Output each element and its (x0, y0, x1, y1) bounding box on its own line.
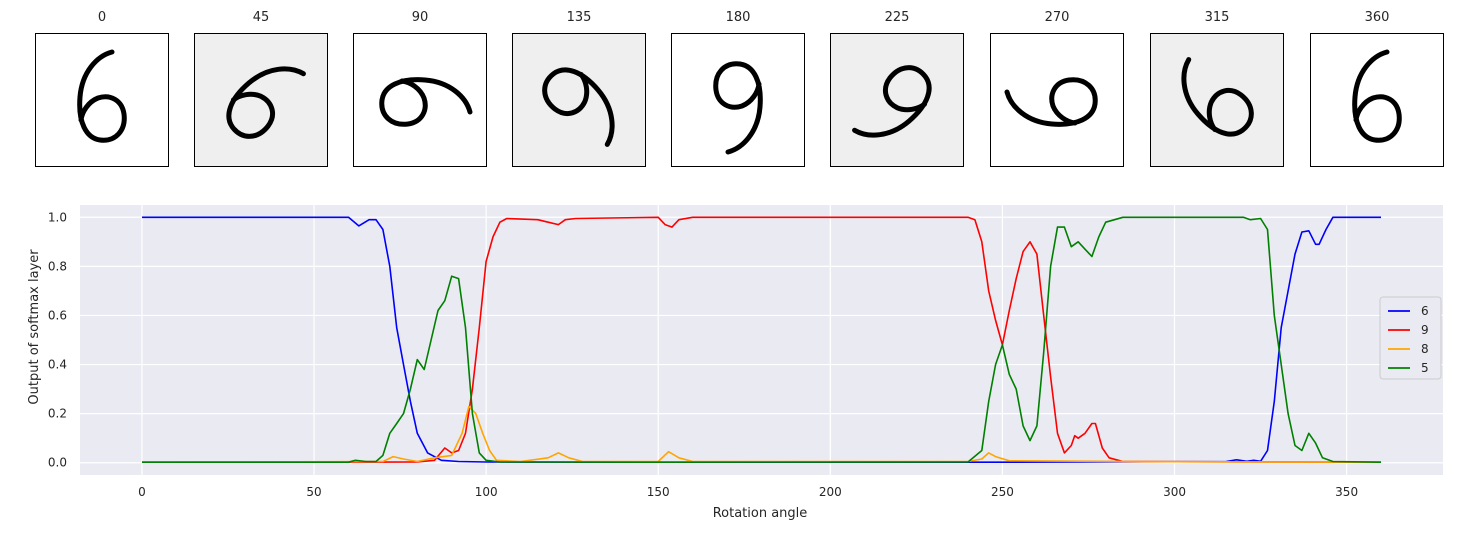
digit-six-drawing (1181, 57, 1254, 137)
digit-six-drawing (852, 65, 932, 138)
thumbnail-angle-label: 45 (252, 10, 270, 25)
digit-six-drawing (77, 49, 127, 143)
digit-six-drawing (226, 66, 306, 139)
digit-thumbnail-strip: 0 45 90 135 180 225 270 315 360 (0, 0, 1468, 175)
digit-image (353, 33, 487, 167)
y-tick-label: 0.4 (48, 358, 67, 372)
x-tick-label: 50 (306, 485, 321, 499)
x-tick-label: 350 (1335, 485, 1358, 499)
digit-thumbnail: 135 (512, 0, 646, 168)
x-tick-label: 250 (991, 485, 1014, 499)
x-tick-labels: 0 50 100 150 200 250 300 350 (138, 485, 1358, 499)
series-line-9 (141, 216, 1382, 463)
x-tick-label: 100 (475, 485, 498, 499)
x-tick-label: 300 (1163, 485, 1186, 499)
legend-label: 9 (1421, 323, 1429, 337)
digit-image (990, 33, 1124, 167)
x-tick-label: 150 (647, 485, 670, 499)
y-tick-label: 0.2 (48, 407, 67, 421)
y-tick-label: 1.0 (48, 210, 67, 224)
digit-thumbnail: 45 (194, 0, 328, 168)
x-tick-label: 0 (138, 485, 146, 499)
y-axis-label: Output of softmax layer (27, 249, 42, 405)
series-line-8 (141, 405, 1382, 463)
legend: 6 9 8 5 (1379, 296, 1442, 380)
thumbnail-angle-label: 90 (411, 10, 429, 25)
thumbnail-angle-label: 315 (1204, 10, 1230, 25)
x-tick-label: 200 (819, 485, 842, 499)
digit-six-drawing (1004, 77, 1098, 127)
series-lines (141, 216, 1382, 463)
legend-label: 5 (1421, 361, 1429, 375)
digit-image (671, 33, 805, 167)
digit-six-drawing (713, 61, 763, 155)
digit-six-drawing (1352, 49, 1402, 143)
digit-thumbnail: 360 (1310, 0, 1444, 168)
thumbnail-angle-label: 360 (1364, 10, 1390, 25)
digit-image (512, 33, 646, 167)
y-tick-label: 0.0 (48, 456, 67, 470)
digit-thumbnail: 180 (671, 0, 805, 168)
digit-image (1150, 33, 1284, 167)
plot-area (80, 205, 1443, 475)
y-tick-labels: 0.0 0.2 0.4 0.6 0.8 1.0 (48, 210, 67, 469)
digit-thumbnail: 315 (1150, 0, 1284, 168)
x-axis-label: Rotation angle (713, 506, 808, 521)
legend-label: 8 (1421, 342, 1429, 356)
digit-thumbnail: 270 (990, 0, 1124, 168)
legend-box (1379, 296, 1442, 380)
digit-thumbnail: 90 (353, 0, 487, 168)
digit-six-drawing (379, 77, 473, 127)
thumbnail-angle-label: 135 (566, 10, 592, 25)
digit-six-drawing (542, 67, 615, 147)
digit-thumbnail: 0 (35, 0, 169, 168)
digit-thumbnail: 225 (830, 0, 964, 168)
digit-image (830, 33, 964, 167)
softmax-line-chart: 0 50 100 150 200 250 300 350 0.0 0.2 0.4 0.6 0.8 1.0… (27, 205, 1443, 521)
thumbnail-angle-label: 225 (884, 10, 910, 25)
series-line-5 (142, 216, 1382, 463)
digit-image (194, 33, 328, 167)
thumbnail-angle-label: 0 (97, 10, 107, 25)
legend-label: 6 (1421, 304, 1429, 318)
y-tick-label: 0.8 (48, 259, 67, 273)
y-tick-label: 0.6 (48, 308, 67, 322)
digit-image (35, 33, 169, 167)
thumbnail-angle-label: 270 (1044, 10, 1070, 25)
thumbnail-angle-label: 180 (725, 10, 751, 25)
digit-image (1310, 33, 1444, 167)
